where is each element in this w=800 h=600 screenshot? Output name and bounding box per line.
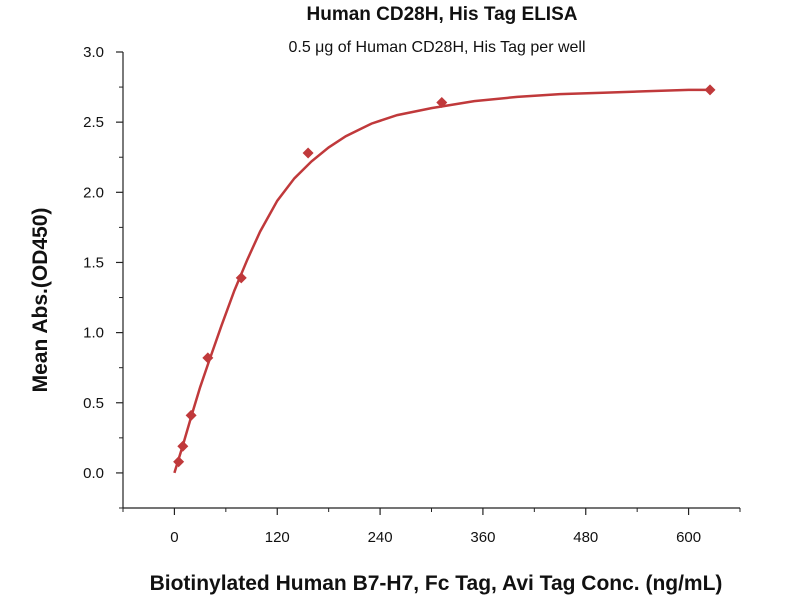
data-point: [202, 352, 214, 364]
x-tick-label: 0: [170, 529, 178, 546]
data-points: [173, 84, 716, 468]
data-point: [185, 409, 197, 421]
x-axis-ticks: 0 120 240 360 480 600: [122, 508, 741, 546]
data-point: [235, 272, 247, 284]
x-axis-label: Biotinylated Human B7-H7, Fc Tag, Avi Ta…: [150, 572, 723, 595]
data-point: [173, 456, 185, 468]
chart-subtitle: 0.5 μg of Human CD28H, His Tag per well: [288, 39, 585, 56]
x-tick-label: 120: [265, 529, 290, 546]
y-tick-label: 3.0: [83, 44, 104, 61]
y-tick-label: 0.5: [83, 395, 104, 412]
data-point: [436, 97, 448, 109]
chart-title: Human CD28H, His Tag ELISA: [307, 4, 578, 25]
y-tick-label: 2.0: [83, 184, 104, 201]
x-tick-label: 480: [573, 529, 598, 546]
y-axis-label: Mean Abs.(OD450): [29, 208, 52, 393]
data-point: [177, 440, 189, 452]
fit-curve: [173, 88, 710, 474]
x-tick-label: 240: [368, 529, 393, 546]
data-point: [302, 147, 314, 159]
y-tick-label: 0.0: [83, 465, 104, 482]
y-tick-label: 2.5: [83, 114, 104, 131]
x-tick-label: 600: [676, 529, 701, 546]
y-tick-label: 1.0: [83, 325, 104, 342]
y-axis-ticks: 0.0 0.5 1.0 1.5 2.0 2.5 3.0: [83, 44, 123, 509]
y-tick-label: 1.5: [83, 254, 104, 271]
data-point: [704, 84, 716, 96]
axes: [122, 52, 740, 509]
x-tick-label: 360: [470, 529, 495, 546]
